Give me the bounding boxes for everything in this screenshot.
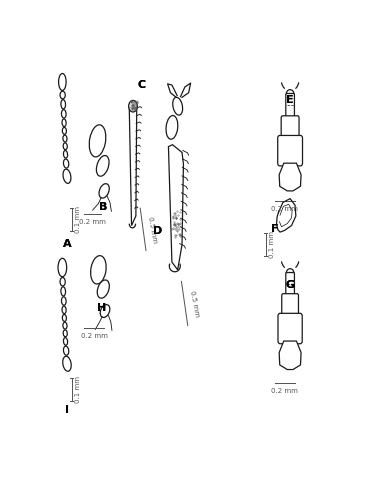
- Text: F: F: [270, 224, 278, 234]
- FancyBboxPatch shape: [278, 314, 302, 344]
- Ellipse shape: [89, 125, 106, 157]
- FancyBboxPatch shape: [281, 116, 299, 139]
- Polygon shape: [279, 341, 301, 370]
- Ellipse shape: [286, 90, 294, 98]
- Text: I: I: [65, 406, 69, 415]
- Text: G: G: [286, 280, 295, 290]
- Ellipse shape: [61, 100, 65, 109]
- Ellipse shape: [63, 322, 67, 329]
- Text: A: A: [63, 239, 71, 249]
- Ellipse shape: [60, 278, 65, 286]
- Ellipse shape: [64, 150, 68, 158]
- Ellipse shape: [97, 280, 109, 298]
- Ellipse shape: [60, 91, 65, 99]
- Text: H: H: [97, 304, 106, 314]
- Text: B: B: [99, 202, 107, 212]
- Ellipse shape: [61, 287, 65, 296]
- Text: 0.5 mm: 0.5 mm: [189, 290, 200, 318]
- Ellipse shape: [58, 258, 67, 277]
- Text: 0.1 mm: 0.1 mm: [75, 376, 81, 402]
- Text: G: G: [286, 280, 295, 290]
- Text: C: C: [138, 80, 146, 90]
- Ellipse shape: [91, 256, 106, 284]
- Text: E: E: [286, 96, 294, 106]
- Text: 0.1 mm: 0.1 mm: [75, 206, 81, 234]
- Ellipse shape: [62, 128, 67, 134]
- Text: D: D: [153, 226, 162, 236]
- Text: A: A: [63, 239, 71, 249]
- Text: 0.2 mm: 0.2 mm: [272, 388, 298, 394]
- FancyBboxPatch shape: [278, 136, 302, 166]
- Text: F: F: [270, 224, 278, 234]
- Polygon shape: [279, 163, 301, 191]
- Ellipse shape: [166, 116, 178, 139]
- Text: 0.2 mm: 0.2 mm: [81, 333, 108, 339]
- Ellipse shape: [61, 110, 66, 118]
- Ellipse shape: [63, 356, 71, 372]
- Ellipse shape: [62, 314, 67, 322]
- Ellipse shape: [63, 135, 67, 142]
- FancyBboxPatch shape: [286, 272, 295, 296]
- Ellipse shape: [64, 159, 69, 168]
- Text: 0.2 mm: 0.2 mm: [79, 218, 106, 224]
- Text: C: C: [138, 80, 146, 90]
- Ellipse shape: [63, 143, 67, 150]
- Text: E: E: [286, 96, 294, 106]
- Text: B: B: [99, 202, 107, 212]
- Ellipse shape: [286, 268, 294, 277]
- Text: D: D: [153, 226, 162, 236]
- Ellipse shape: [62, 306, 66, 314]
- FancyBboxPatch shape: [282, 294, 298, 317]
- Ellipse shape: [64, 346, 69, 355]
- Ellipse shape: [100, 304, 110, 318]
- Ellipse shape: [99, 184, 109, 198]
- Text: H: H: [97, 304, 106, 314]
- Text: 0.1 mm: 0.1 mm: [269, 232, 275, 258]
- Ellipse shape: [61, 297, 66, 305]
- Ellipse shape: [129, 100, 137, 112]
- FancyBboxPatch shape: [286, 94, 295, 118]
- Ellipse shape: [64, 338, 68, 345]
- Ellipse shape: [63, 330, 67, 337]
- Polygon shape: [129, 104, 137, 226]
- Ellipse shape: [96, 156, 109, 176]
- Text: 0.2 mm: 0.2 mm: [272, 206, 298, 212]
- Polygon shape: [169, 144, 183, 270]
- Ellipse shape: [59, 74, 66, 90]
- Text: 0.5 mm: 0.5 mm: [147, 216, 158, 243]
- Ellipse shape: [62, 119, 66, 126]
- Ellipse shape: [63, 169, 71, 184]
- Ellipse shape: [173, 98, 183, 115]
- Text: I: I: [65, 406, 69, 415]
